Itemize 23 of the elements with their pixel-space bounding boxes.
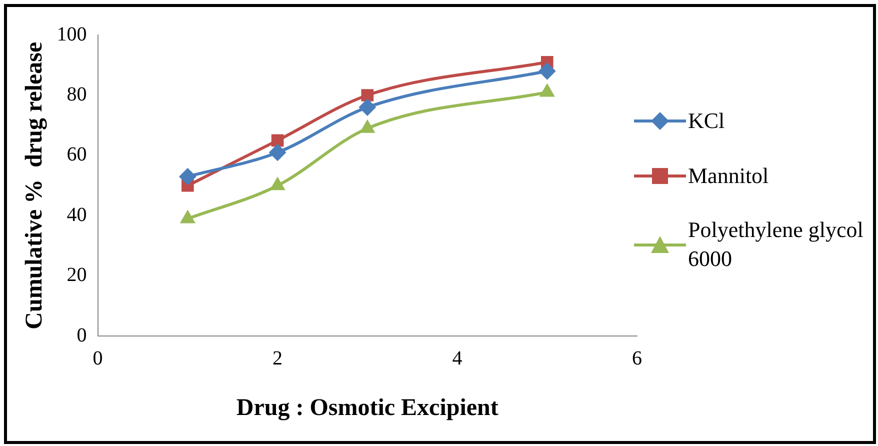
y-tick-label: 60 [66,144,87,166]
y-tick-label: 0 [76,324,87,346]
y-tick-label: 100 [56,23,87,46]
x-tick-label: 2 [272,347,283,370]
point [361,89,374,102]
y-tick-label: 40 [66,204,87,226]
y-tick-label: 20 [66,264,87,286]
x-tick-label: 4 [452,347,462,370]
point [271,134,284,147]
x-axis-title: Drug : Osmotic Excipient [236,394,498,421]
point [270,177,285,190]
x-tick-label: 0 [92,347,103,370]
x-tick-label: 6 [632,347,642,370]
point [358,98,376,116]
y-axis-title: Cumulative % drug release [22,41,48,330]
point [179,168,196,186]
legend-label: Mannitol [688,162,769,190]
y-tick-label: 80 [66,83,87,106]
point [538,62,556,80]
legend-label: KCl [688,107,725,135]
point [180,210,196,224]
legend-label: Polyethylene glycol 6000 [688,216,864,273]
point [269,144,286,161]
